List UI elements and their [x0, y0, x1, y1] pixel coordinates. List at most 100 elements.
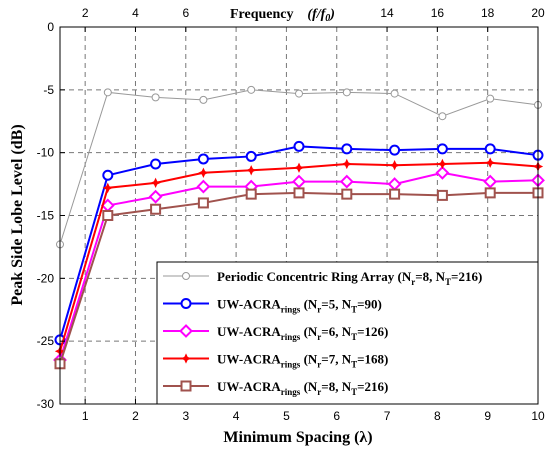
x-tick-label: 2 [132, 409, 139, 423]
data-point [246, 165, 257, 176]
series-1 [56, 85, 542, 249]
legend-label-part: (N [300, 352, 318, 367]
data-point [292, 174, 306, 189]
legend-label-part: (N [300, 324, 318, 339]
y-tick-label: -30 [37, 397, 55, 411]
legend-label: UW-ACRArings (Nr=6, NT=126) [217, 324, 388, 342]
data-point [150, 158, 162, 170]
top-axis-label: Frequency (f/f0) [230, 5, 335, 24]
legend-entry: UW-ACRArings (Nr=7, NT=168) [163, 352, 388, 370]
legend-label-part: T [445, 277, 451, 287]
legend-label-part: r [317, 360, 321, 370]
data-point [148, 189, 163, 204]
data-point [180, 380, 192, 392]
legend-label-part: UW-ACRA [217, 379, 281, 394]
data-point [151, 93, 160, 102]
legend-label-part: =168) [357, 352, 388, 367]
x-tick-label: 4 [233, 409, 240, 423]
data-point [198, 167, 209, 178]
y-tick-label: -25 [37, 334, 55, 348]
y-tick-label: -5 [43, 83, 54, 97]
data-point [484, 187, 496, 199]
legend-label-part: (N [300, 379, 318, 394]
y-tick-label: 0 [47, 20, 54, 34]
legend-label-part: rings [281, 387, 301, 397]
data-point [389, 188, 401, 200]
top-tick-label: 4 [132, 6, 139, 20]
legend-label-part: rings [281, 305, 301, 315]
legend-label-part: T [351, 360, 357, 370]
legend-label: Periodic Concentric Ring Array (Nr=8, NT… [217, 269, 482, 287]
data-point [103, 88, 112, 97]
legend-label-part: =216) [357, 379, 388, 394]
legend-entry: UW-ACRArings (Nr=8, NT=216) [163, 379, 388, 397]
legend-label-part: =216) [451, 269, 482, 284]
legend-label-part: T [351, 332, 357, 342]
data-point [437, 158, 448, 170]
top-tick-label: 20 [531, 6, 545, 20]
data-point [438, 112, 447, 121]
legend-label-part: =90) [357, 297, 382, 312]
top-axis-title: Frequency [230, 7, 294, 22]
data-point [247, 85, 256, 94]
data-point [341, 143, 353, 155]
legend-label: UW-ACRArings (Nr=7, NT=168) [217, 352, 388, 370]
data-point [180, 353, 192, 364]
data-point [387, 177, 402, 191]
top-tick-label: 16 [431, 6, 445, 20]
legend-entry: UW-ACRArings (Nr=6, NT=126) [163, 324, 388, 342]
legend-label-part: UW-ACRA [217, 324, 281, 339]
legend-label-part: r [317, 332, 321, 342]
top-tick-label: 2 [82, 6, 89, 20]
data-point [484, 143, 496, 155]
legend-label-part: =126) [357, 324, 388, 339]
top-axis-unit: (f/f [307, 7, 326, 22]
data-point [245, 150, 257, 162]
legend-entry: Periodic Concentric Ring Array (Nr=8, NT… [163, 269, 482, 287]
legend-label-part: r [411, 277, 415, 287]
data-point [102, 182, 113, 194]
data-point [179, 324, 193, 338]
x-tick-label: 10 [531, 409, 545, 423]
legend-label-part: =5, N [321, 297, 351, 312]
x-tick-label: 8 [434, 409, 441, 423]
legend-entry: UW-ACRArings (Nr=5, NT=90) [163, 297, 382, 315]
legend-layer: Periodic Concentric Ring Array (Nr=8, NT… [156, 261, 539, 405]
top-axis-unit-sub: 0 [325, 13, 330, 24]
data-point [485, 157, 496, 168]
data-point [339, 174, 354, 189]
top-tick-label: 14 [380, 6, 394, 20]
tick-layer: 1 2 3 4 5 6 7 8 9 10 0 -5 -10 -15 -20 -25 -30 2 4 6 14 16 18 20 [37, 6, 545, 423]
x-tick-label: 6 [333, 409, 340, 423]
y-tick-label: -20 [37, 271, 55, 285]
data-point [436, 143, 448, 155]
y-axis-label: Peak Side Lobe Level (dB) [9, 124, 26, 305]
data-point [389, 160, 400, 171]
x-axis-label: Minimum Spacing (λ) [223, 429, 372, 446]
x-tick-label: 9 [484, 409, 491, 423]
legend-label-part: =6, N [321, 324, 351, 339]
legend-label-part: rings [281, 332, 301, 342]
legend-box [156, 261, 539, 405]
data-point [182, 272, 190, 280]
data-point [102, 169, 114, 181]
x-tick-label: 7 [384, 409, 391, 423]
x-tick-label: 3 [182, 409, 189, 423]
data-point [390, 89, 399, 98]
legend-label-part: T [351, 305, 357, 315]
y-tick-label: -15 [37, 209, 55, 223]
legend-label-part: =8, N [321, 379, 351, 394]
top-tick-label: 18 [481, 6, 495, 20]
x-tick-label: 1 [82, 409, 89, 423]
data-point [199, 95, 208, 104]
data-point [486, 94, 495, 103]
data-point [342, 88, 351, 97]
legend-label-part: UW-ACRA [217, 352, 281, 367]
data-point [245, 188, 257, 200]
top-axis-unit-close: ) [328, 7, 335, 22]
legend-label: UW-ACRArings (Nr=5, NT=90) [217, 297, 382, 315]
data-point [197, 197, 209, 209]
legend-label-part: rings [281, 360, 301, 370]
